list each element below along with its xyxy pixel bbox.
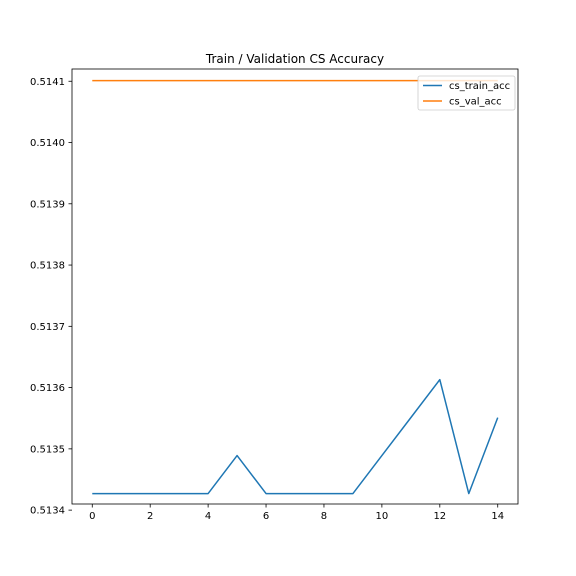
x-tick-label: 10 [376, 511, 389, 522]
y-tick-label: 0.5136 [30, 383, 65, 394]
x-tick-label: 2 [147, 511, 153, 522]
y-tick-label: 0.5135 [30, 444, 65, 455]
x-tick-label: 14 [491, 511, 504, 522]
y-tick-label: 0.5138 [30, 261, 65, 272]
legend-entry-cs_train_acc: cs_train_acc [449, 81, 510, 92]
x-tick-label: 4 [205, 511, 211, 522]
legend: cs_train_acc cs_val_acc [418, 76, 515, 110]
y-tick-label: 0.5140 [30, 138, 65, 149]
y-tick-label: 0.5141 [30, 77, 65, 88]
chart-title: Train / Validation CS Accuracy [205, 52, 384, 66]
y-tick-label: 0.5137 [30, 322, 65, 333]
y-tick-label: 0.5134 [30, 506, 65, 517]
legend-entry-cs_val_acc: cs_val_acc [449, 97, 502, 108]
x-tick-label: 6 [263, 511, 269, 522]
x-tick-label: 8 [321, 511, 327, 522]
x-tick-label: 12 [433, 511, 446, 522]
y-tick-label: 0.5139 [30, 199, 65, 210]
x-tick-label: 0 [89, 511, 95, 522]
